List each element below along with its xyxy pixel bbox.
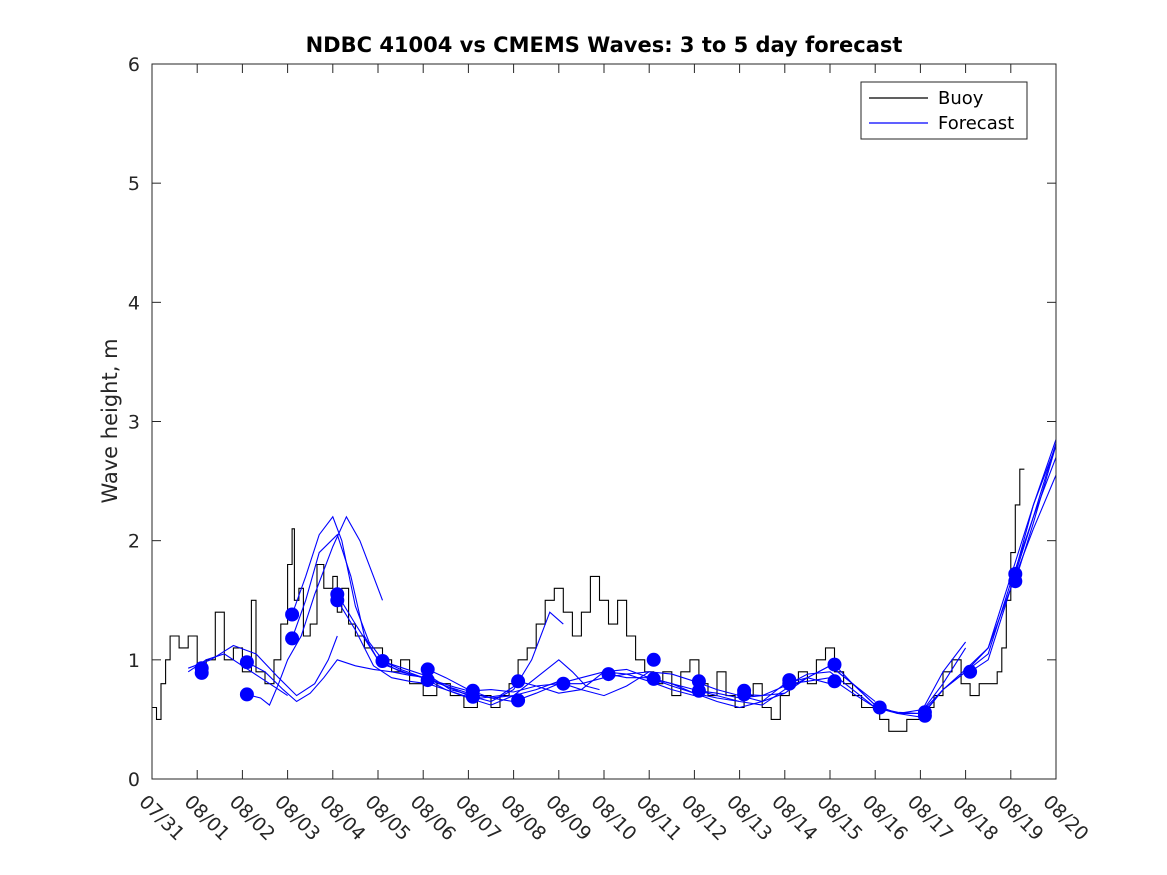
legend-buoy-label: Buoy: [938, 88, 984, 109]
forecast-marker: [872, 700, 887, 715]
forecast-marker: [1008, 567, 1023, 581]
forecast-marker: [239, 687, 254, 702]
chart-title: NDBC 41004 vs CMEMS Waves: 3 to 5 day fo…: [306, 33, 903, 57]
forecast-run-line-8: [382, 611, 564, 703]
y-tick-label: 3: [128, 412, 140, 434]
forecast-marker: [465, 689, 480, 704]
forecast-marker: [511, 693, 526, 708]
forecast-marker: [601, 667, 616, 682]
forecast-marker: [420, 662, 435, 677]
forecast-run-line-22: [969, 474, 1056, 673]
forecast-marker: [375, 654, 390, 668]
forecast-marker: [917, 705, 932, 720]
forecast-marker: [737, 683, 752, 698]
data-layer: [152, 439, 1056, 732]
forecast-marker: [194, 661, 209, 676]
forecast-run-line-1: [188, 635, 338, 697]
y-tick-label: 6: [128, 54, 140, 76]
forecast-marker: [782, 673, 797, 688]
forecast-marker: [239, 655, 254, 670]
forecast-run-line-23: [1014, 442, 1056, 575]
forecast-run-line-4: [291, 533, 474, 697]
y-tick-label: 4: [128, 292, 140, 314]
forecast-run-line-3: [246, 659, 428, 703]
forecast-run-line-24: [1014, 445, 1056, 582]
forecast-marker: [963, 664, 978, 679]
forecast-marker: [556, 676, 571, 691]
forecast-marker: [646, 671, 661, 686]
forecast-marker: [420, 673, 435, 688]
legend-forecast-label: Forecast: [938, 113, 1014, 134]
y-tick-label: 2: [128, 531, 140, 553]
forecast-marker: [511, 674, 526, 689]
forecast-marker: [827, 674, 842, 689]
forecast-run-line-10: [427, 659, 600, 706]
forecast-run-line-2: [246, 515, 384, 706]
forecast-marker: [330, 587, 345, 602]
forecast-marker: [646, 652, 661, 667]
forecast-run-line-5: [291, 515, 474, 693]
forecast-marker: [691, 674, 706, 689]
forecast-marker: [285, 631, 300, 646]
buoy-series-line: [152, 468, 1025, 732]
legend-box: [860, 81, 1028, 140]
y-tick-label: 1: [128, 650, 140, 672]
legend: Buoy Forecast: [860, 81, 1028, 140]
y-axis-label: Wave height, m: [98, 338, 122, 503]
y-tick-label: 5: [128, 173, 140, 195]
forecast-marker: [827, 657, 842, 672]
forecast-marker: [285, 607, 300, 622]
y-tick-label: 0: [128, 769, 140, 791]
